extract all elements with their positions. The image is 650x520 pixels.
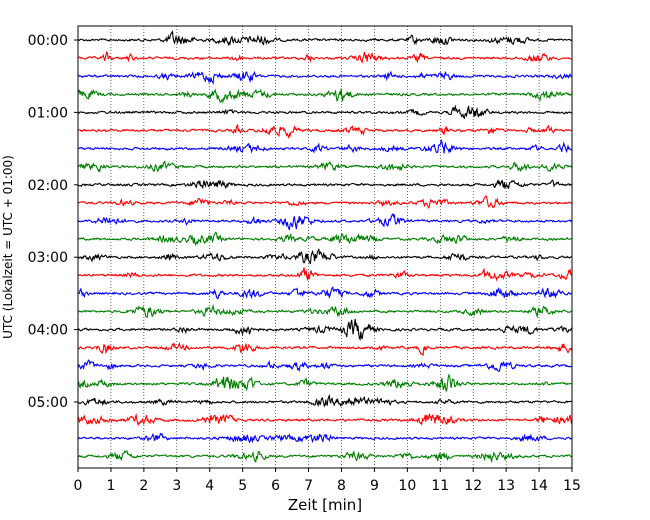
y-axis-label: UTC (Lokalzeit = UTC + 01:00)	[1, 155, 15, 339]
seismic-trace	[77, 359, 572, 373]
seismic-trace	[77, 123, 572, 139]
x-tick-label: 13	[497, 478, 515, 494]
x-tick-label: 5	[238, 478, 247, 494]
x-tick-label: 2	[139, 478, 148, 494]
seismic-trace	[77, 412, 573, 427]
plot-background	[78, 26, 572, 468]
x-tick-label: 10	[398, 478, 416, 494]
seismic-trace	[77, 213, 572, 231]
x-tick-label: 7	[304, 478, 313, 494]
x-tick-label: 1	[106, 478, 115, 494]
trace-group	[77, 30, 573, 464]
x-tick-label: 4	[205, 478, 214, 494]
x-tick-label: 3	[172, 478, 181, 494]
x-tick-label: 14	[530, 478, 548, 494]
seismic-trace	[77, 393, 572, 408]
y-axis: 00:00 01:00 02:00 03:00 04:00 05:00	[28, 33, 78, 411]
y-tick-label: 01:00	[28, 105, 68, 121]
seismic-trace	[77, 30, 572, 47]
y-tick-label: 03:00	[28, 250, 68, 266]
x-tick-label: 15	[563, 478, 581, 494]
seismic-trace	[77, 432, 572, 444]
seismic-trace	[77, 160, 572, 173]
seismic-trace	[77, 450, 572, 464]
seismic-trace	[77, 248, 572, 265]
seismic-trace	[77, 50, 572, 64]
x-tick-label: 8	[337, 478, 346, 494]
seismic-trace	[77, 231, 572, 246]
y-tick-label: 05:00	[28, 395, 68, 411]
seismic-trace	[77, 373, 572, 393]
x-tick-label: 11	[431, 478, 449, 494]
seismic-trace	[77, 267, 572, 282]
y-tick-label: 04:00	[28, 323, 68, 339]
seismic-trace	[77, 178, 572, 190]
x-tick-label: 12	[464, 478, 482, 494]
seismic-trace	[77, 70, 572, 86]
y-tick-label: 02:00	[28, 178, 68, 194]
plot-frame	[77, 25, 573, 469]
seismic-trace	[77, 342, 573, 357]
seismic-trace	[77, 286, 572, 300]
x-tick-label: 0	[74, 478, 83, 494]
seismic-trace	[77, 194, 572, 210]
seismic-trace	[77, 303, 572, 319]
seismic-trace	[77, 104, 572, 120]
seismic-trace	[77, 88, 572, 104]
y-tick-label: 00:00	[28, 33, 68, 49]
seismic-trace	[77, 318, 573, 342]
x-tick-label: 6	[271, 478, 280, 494]
x-axis-label: Zeit [min]	[288, 496, 362, 514]
x-axis: 0 1 2 3 4 5 6 7 8 9 10 11 12 13 14 15	[74, 468, 581, 494]
seismic-trace	[77, 138, 572, 154]
x-tick-label: 9	[370, 478, 379, 494]
